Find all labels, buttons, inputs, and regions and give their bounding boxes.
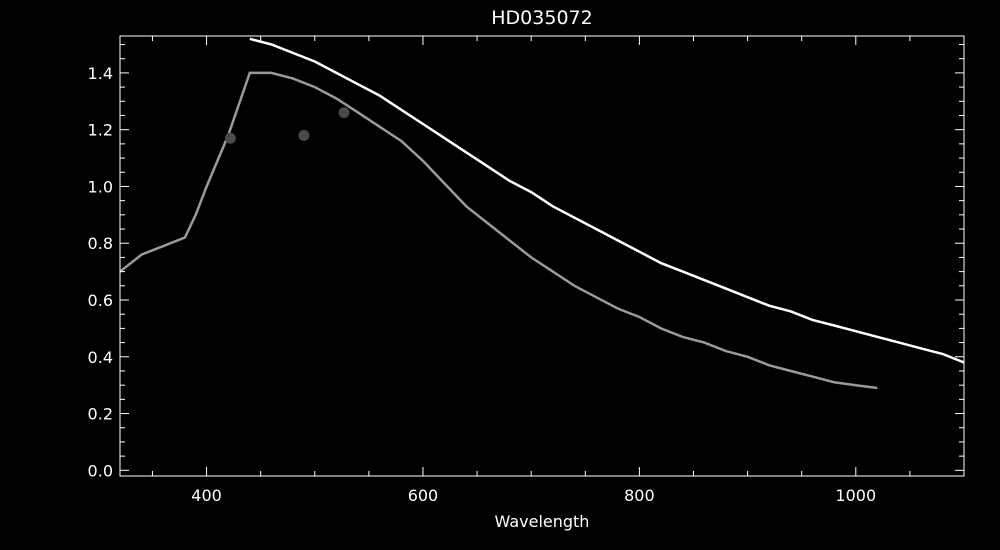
data-point: [298, 129, 310, 141]
chart-title: HD035072: [491, 7, 592, 29]
axes: 400 600 800 1000 0.0 0.2 0.4 0.6 0.8 1.0 1.2 1.4: [88, 35, 965, 505]
x-tick-label: 800: [624, 486, 655, 505]
y-tick-label: 0.0: [88, 461, 113, 480]
x-tick-label: 1000: [835, 486, 876, 505]
y-tick-label: 0.4: [88, 348, 113, 367]
data-point: [224, 132, 236, 144]
x-tick-label: 600: [408, 486, 439, 505]
plot-frame: [119, 35, 965, 477]
x-tick-label: 400: [191, 486, 222, 505]
x-axis-label: Wavelength: [495, 512, 590, 531]
y-tick-label: 1.2: [88, 121, 113, 140]
y-tick-label: 0.2: [88, 405, 113, 424]
y-tick-label: 1.4: [88, 64, 113, 83]
y-tick-label: 0.8: [88, 234, 113, 253]
y-tick-label: 1.0: [88, 177, 113, 196]
series-line-1: [249, 37, 964, 364]
plot-area: [120, 37, 964, 390]
y-tick-label: 0.6: [88, 291, 113, 310]
data-point: [338, 107, 350, 119]
